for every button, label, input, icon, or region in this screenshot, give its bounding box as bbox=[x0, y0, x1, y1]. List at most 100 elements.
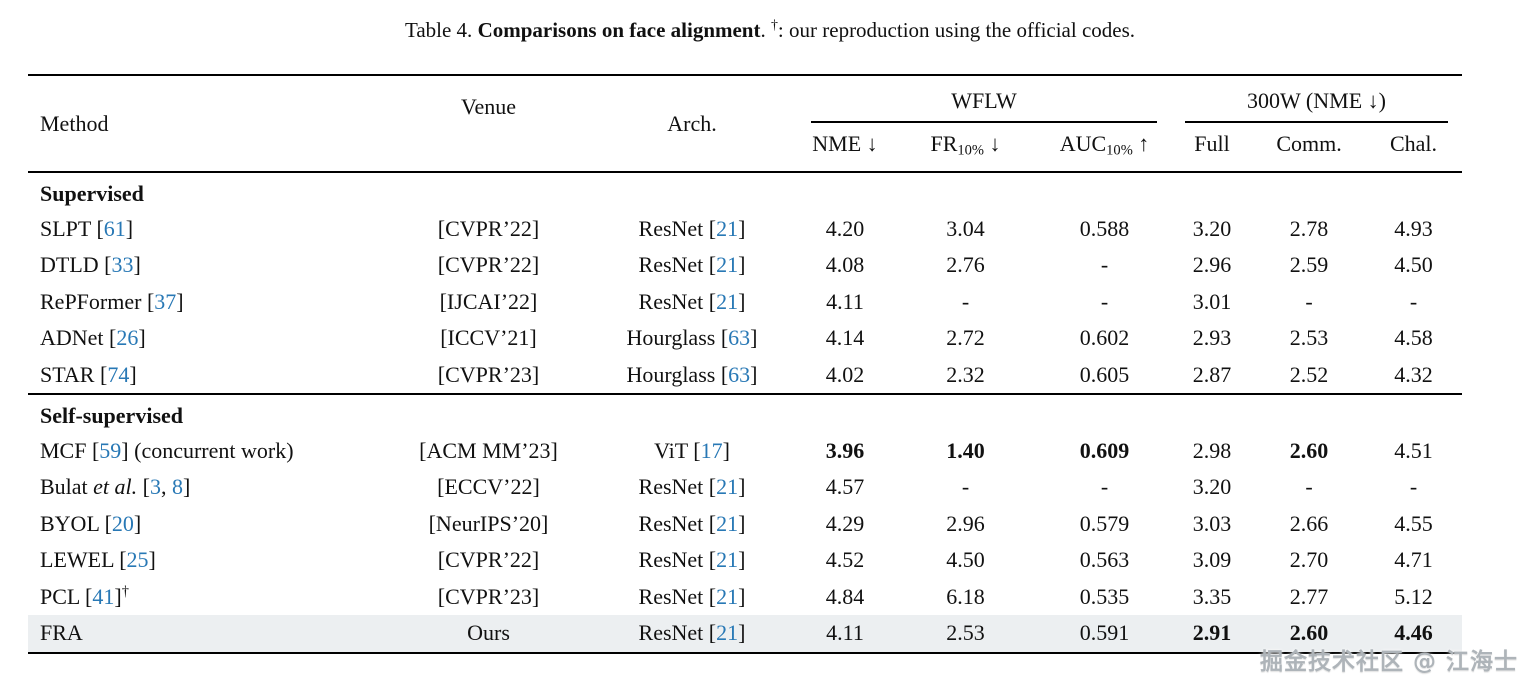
value-cell: 3.01 bbox=[1192, 288, 1232, 314]
value-cell: [CVPR’23] bbox=[437, 583, 540, 609]
value-cell: 3.35 bbox=[1192, 583, 1232, 609]
value-cell: 2.72 bbox=[946, 325, 985, 350]
col-header-nme: NME ↓ bbox=[797, 123, 893, 173]
group-label-wflw: WFLW bbox=[951, 88, 1017, 113]
table-body: Supervised SLPT [61] [CVPR’22] ResNet [21] 4… bbox=[28, 172, 1463, 654]
value-cell: 3.04 bbox=[946, 215, 985, 241]
value-cell: [NeurIPS’20] bbox=[428, 510, 549, 536]
value-cell: 4.52 bbox=[825, 547, 865, 572]
group-label-300w: 300W (NME ↓) bbox=[1247, 88, 1386, 113]
value-cell: [ECCV’22] bbox=[437, 474, 540, 499]
col-header-chal: Chal. bbox=[1365, 123, 1463, 173]
citation-ref[interactable]: 3 bbox=[150, 474, 161, 499]
value-cell: 4.50 bbox=[1394, 252, 1433, 277]
citation-ref[interactable]: 61 bbox=[103, 215, 126, 241]
value-cell: 2.60 bbox=[1289, 437, 1329, 463]
method-cell: PCL [41]† bbox=[40, 583, 129, 609]
citation-ref[interactable]: 59 bbox=[99, 437, 122, 463]
method-cell: ADNet [26] bbox=[40, 325, 146, 350]
value-cell: 4.02 bbox=[825, 361, 865, 387]
value-cell: - bbox=[1100, 252, 1109, 277]
value-cell: 3.96 bbox=[825, 437, 865, 463]
value-cell: ResNet [21] bbox=[638, 288, 746, 314]
value-cell: 0.579 bbox=[1079, 510, 1130, 536]
header-row-groups: Method Venue Arch. WFLW 300W (NME ↓) bbox=[28, 75, 1462, 173]
citation-ref[interactable]: 37 bbox=[154, 288, 177, 314]
value-cell: 4.14 bbox=[825, 325, 865, 350]
col-header-comm: Comm. bbox=[1253, 123, 1366, 173]
value-cell: 2.98 bbox=[1192, 437, 1232, 463]
citation-ref[interactable]: 21 bbox=[716, 252, 739, 277]
citation-ref[interactable]: 21 bbox=[716, 288, 739, 314]
value-cell: ResNet [21] bbox=[587, 615, 797, 654]
value-cell: [ICCV’21] bbox=[440, 325, 537, 350]
citation-ref[interactable]: 20 bbox=[111, 510, 134, 536]
value-cell: 2.96 bbox=[946, 510, 985, 536]
citation-ref[interactable]: 21 bbox=[716, 474, 739, 499]
value-cell: 0.591 bbox=[1038, 615, 1172, 654]
citation-ref[interactable]: 21 bbox=[716, 510, 739, 536]
value-cell: 2.66 bbox=[1289, 510, 1329, 536]
value-cell: 4.11 bbox=[826, 288, 864, 314]
method-cell: MCF [59] (concurrent work) bbox=[40, 437, 294, 463]
citation-ref[interactable]: 21 bbox=[716, 583, 739, 609]
citation-ref[interactable]: 26 bbox=[116, 325, 139, 350]
value-cell: 2.87 bbox=[1192, 361, 1232, 387]
citation-ref[interactable]: 21 bbox=[716, 215, 739, 241]
col-header-full: Full bbox=[1171, 123, 1254, 173]
value-cell: 4.57 bbox=[825, 474, 865, 499]
value-cell: 4.46 bbox=[1365, 615, 1463, 654]
method-cell: STAR [74] bbox=[40, 361, 137, 387]
value-cell: ResNet [21] bbox=[638, 252, 746, 277]
value-cell: 2.77 bbox=[1289, 583, 1329, 609]
table-row: PCL [41]† [CVPR’23] ResNet [21] 4.84 6.18 0.5… bbox=[28, 579, 1462, 616]
method-cell: Bulat et al. [3, 8] bbox=[40, 474, 191, 499]
citation-ref[interactable]: 8 bbox=[172, 474, 183, 499]
value-cell: - bbox=[1305, 288, 1313, 314]
citation-ref[interactable]: 17 bbox=[700, 437, 723, 463]
value-cell: - bbox=[1100, 288, 1109, 314]
citation-ref[interactable]: 41 bbox=[92, 583, 115, 609]
value-cell: - bbox=[1409, 474, 1418, 499]
citation-ref[interactable]: 74 bbox=[107, 361, 130, 387]
value-cell: 2.53 bbox=[893, 615, 1038, 654]
value-cell: 2.70 bbox=[1289, 547, 1329, 572]
col-header-arch: Arch. bbox=[587, 75, 797, 173]
citation-ref[interactable]: 25 bbox=[126, 547, 149, 572]
citation-ref[interactable]: 63 bbox=[728, 361, 751, 387]
value-cell: 4.29 bbox=[825, 510, 865, 536]
citation-ref[interactable]: 21 bbox=[716, 547, 739, 572]
table-row: Bulat et al. [3, 8] [ECCV’22] ResNet [21] 4… bbox=[28, 469, 1462, 506]
col-header-fr: FR10% ↓ bbox=[893, 123, 1038, 173]
col-header-method: Method bbox=[28, 75, 390, 173]
value-cell: - bbox=[961, 474, 970, 499]
value-cell: 0.602 bbox=[1079, 325, 1130, 350]
method-cell: BYOL [20] bbox=[40, 510, 142, 536]
value-cell: 2.76 bbox=[946, 252, 985, 277]
citation-ref[interactable]: 21 bbox=[716, 620, 739, 645]
value-cell: 4.51 bbox=[1394, 437, 1433, 463]
section-row: Supervised bbox=[28, 172, 1462, 211]
value-cell: 4.11 bbox=[797, 615, 893, 654]
table-wrap: Method Venue Arch. WFLW 300W (NME ↓) NME… bbox=[28, 74, 1463, 654]
table-row: BYOL [20] [NeurIPS’20] ResNet [21] 4.29 2.96… bbox=[28, 506, 1462, 543]
value-cell: ViT [17] bbox=[654, 437, 730, 463]
value-cell: 0.588 bbox=[1079, 215, 1130, 241]
value-cell: ResNet [21] bbox=[638, 474, 746, 499]
col-header-auc: AUC10% ↑ bbox=[1038, 123, 1172, 173]
method-cell: DTLD [33] bbox=[40, 252, 141, 277]
value-cell: - bbox=[1409, 288, 1418, 314]
citation-ref[interactable]: 63 bbox=[728, 325, 751, 350]
table-row: MCF [59] (concurrent work) [ACM MM’23] ViT… bbox=[28, 433, 1462, 470]
value-cell: Hourglass [63] bbox=[626, 361, 758, 387]
header-row-metrics: NME ↓ FR10% ↓ AUC10% ↑ Full Comm. Chal. bbox=[28, 123, 1463, 173]
value-cell: 3.03 bbox=[1192, 510, 1232, 536]
value-cell: Hourglass [63] bbox=[626, 325, 758, 350]
value-cell: 0.563 bbox=[1079, 547, 1130, 572]
value-cell: Ours bbox=[390, 615, 587, 654]
method-cell: LEWEL [25] bbox=[40, 547, 156, 572]
value-cell: 4.55 bbox=[1394, 510, 1433, 536]
citation-ref[interactable]: 33 bbox=[111, 252, 134, 277]
value-cell: 3.20 bbox=[1192, 474, 1232, 499]
value-cell: [CVPR’22] bbox=[437, 252, 540, 277]
